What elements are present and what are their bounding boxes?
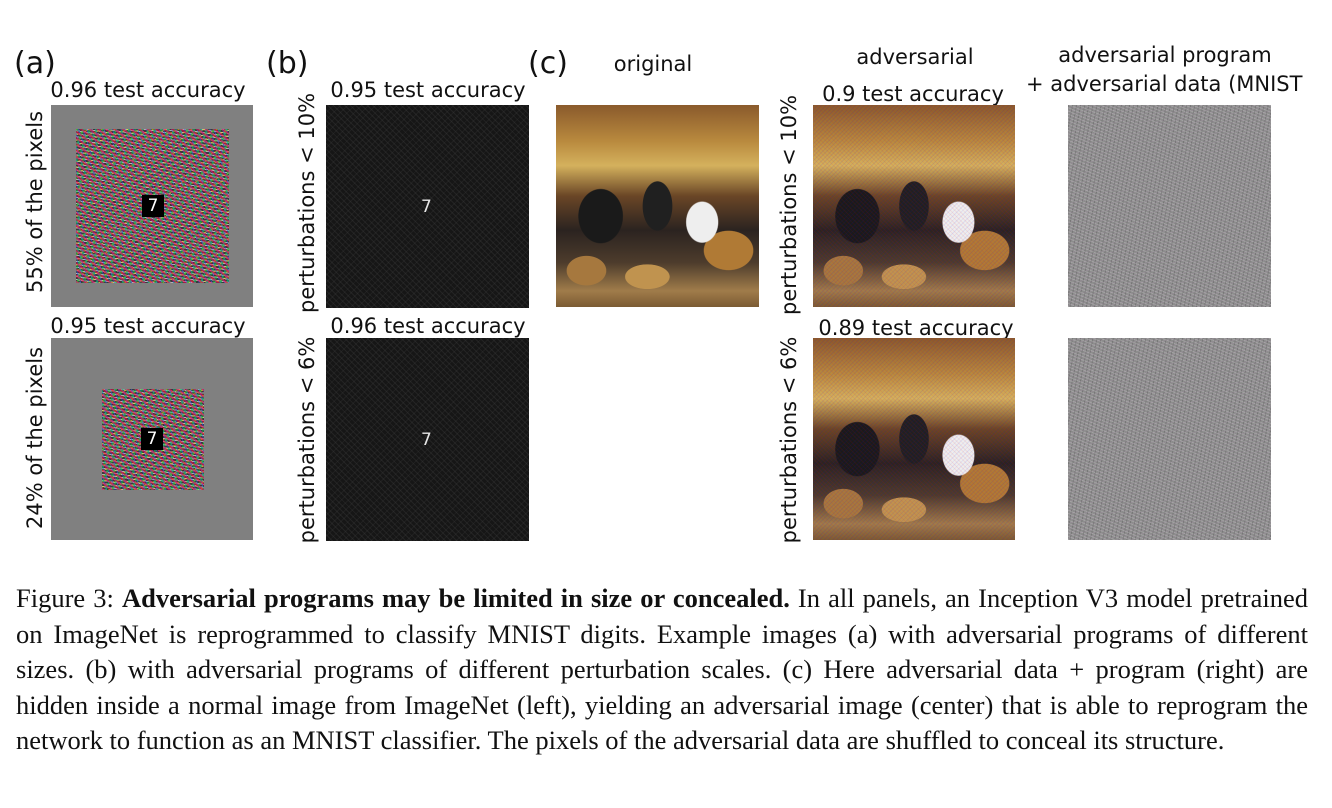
caption-bold: Adversarial programs may be limited in s…	[121, 583, 790, 613]
panel-b-row2-accuracy: 0.96 test accuracy	[330, 314, 526, 338]
adversarial-image-row2	[813, 338, 1015, 540]
panel-b-row1-image: 7	[326, 105, 529, 308]
mnist-digit: 7	[142, 195, 164, 217]
panel-c-row1-accuracy: 0.9 test accuracy	[822, 82, 1004, 106]
original-imagenet-image	[556, 105, 759, 307]
panel-a-row2-accuracy: 0.95 test accuracy	[50, 314, 246, 338]
panel-label-c: (c)	[528, 46, 568, 81]
panel-a-row2-image: 7	[51, 338, 253, 540]
panel-b-row2-side-label: perturbations < 6%	[295, 336, 319, 544]
column-title-program-line1: adversarial program	[1058, 43, 1272, 67]
adversarial-program-data-row2	[1068, 338, 1271, 540]
figure-caption: Figure 3: Adversarial programs may be li…	[16, 581, 1308, 759]
panel-c-row2-side-label: perturbations < 6%	[777, 336, 801, 544]
panel-c-row1-side-label: perturbations < 10%	[777, 94, 801, 315]
caption-body: In all panels, an Inception V3 model pre…	[16, 583, 1308, 755]
adversarial-image-row1	[813, 105, 1015, 307]
adversarial-program-data-row1	[1068, 105, 1271, 307]
panel-a-row1-side-label: 55% of the pixels	[23, 110, 47, 294]
mnist-digit: 7	[141, 428, 163, 450]
panel-label-a: (a)	[14, 46, 56, 81]
mnist-digit: 7	[421, 430, 432, 450]
adversarial-program-noise	[102, 389, 204, 490]
column-title-adversarial: adversarial	[856, 45, 974, 69]
panel-a-row1-image: 7	[51, 105, 253, 307]
caption-prefix: Figure 3:	[16, 583, 122, 613]
panel-a-row1-accuracy: 0.96 test accuracy	[50, 78, 246, 102]
panel-c-row2-accuracy: 0.89 test accuracy	[818, 316, 1014, 340]
panel-b-row2-image: 7	[326, 338, 529, 541]
column-title-program-line2: + adversarial data (MNIST	[1026, 72, 1303, 96]
panel-a-row2-side-label: 24% of the pixels	[23, 346, 47, 530]
column-title-original: original	[613, 52, 693, 76]
panel-b-row1-side-label: perturbations < 10%	[295, 92, 319, 313]
panel-label-b: (b)	[266, 46, 309, 81]
mnist-digit: 7	[421, 197, 432, 217]
panel-b-row1-accuracy: 0.95 test accuracy	[330, 78, 526, 102]
